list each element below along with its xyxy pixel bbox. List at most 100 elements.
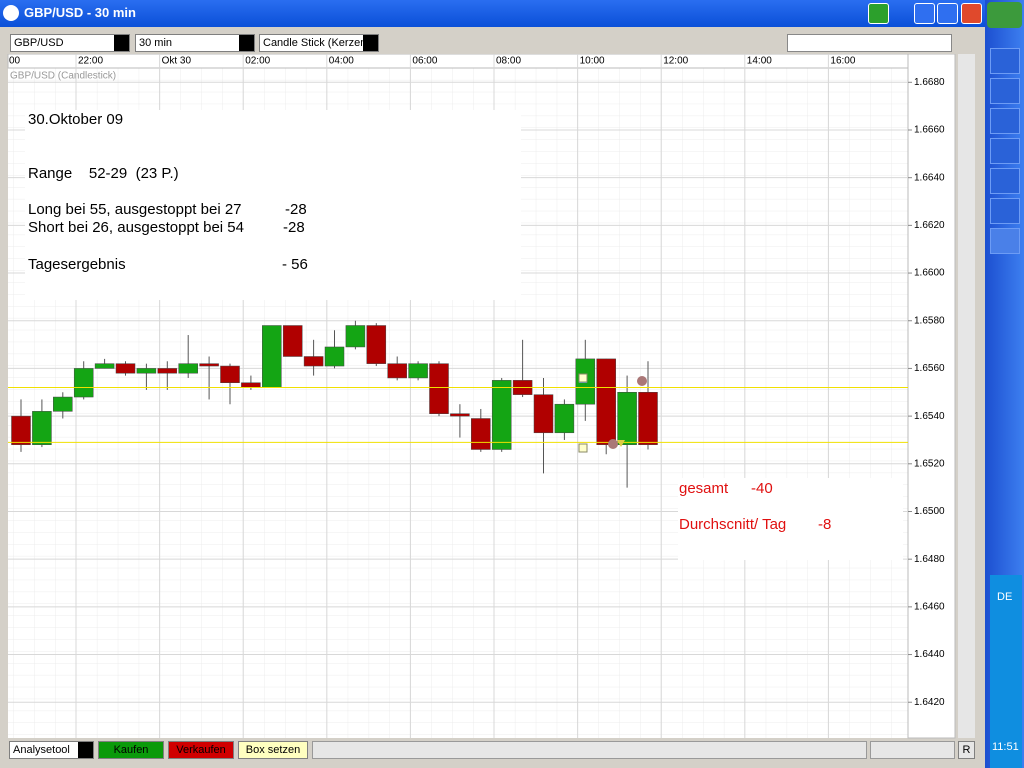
symbol-select[interactable]: GBP/USD bbox=[10, 34, 130, 52]
task-item[interactable] bbox=[990, 168, 1020, 194]
start-button[interactable] bbox=[987, 2, 1022, 28]
candle-body bbox=[345, 325, 366, 348]
candle-body bbox=[32, 411, 52, 445]
candle-body bbox=[429, 363, 449, 414]
task-item[interactable] bbox=[990, 78, 1020, 104]
x-tick-label: 06:00 bbox=[412, 56, 437, 67]
candle-body bbox=[324, 346, 345, 367]
close-button[interactable] bbox=[961, 3, 982, 24]
y-tick-label: 1.6560 bbox=[914, 363, 945, 374]
x-tick-label: 10:00 bbox=[580, 56, 605, 67]
candle-body bbox=[617, 392, 637, 445]
time-axis bbox=[7, 54, 909, 69]
restore-button[interactable] bbox=[937, 3, 958, 24]
y-tick-label: 1.6640 bbox=[914, 172, 945, 183]
note-long-result: -28 bbox=[285, 201, 307, 218]
language[interactable]: DE bbox=[997, 591, 1013, 603]
task-item[interactable] bbox=[990, 138, 1020, 164]
chart: GBP/USD (Candlestick) 1.6420 1.6440 1.6460… bbox=[7, 54, 975, 739]
y-tick-label: 1.6520 bbox=[914, 458, 945, 469]
candle-body bbox=[220, 365, 240, 383]
exit-marker bbox=[637, 376, 647, 386]
avg-label: Durchscnitt/ Tag bbox=[679, 516, 787, 533]
reset-button[interactable]: R bbox=[958, 741, 975, 759]
x-tick-label: 14:00 bbox=[747, 56, 772, 67]
candle-body bbox=[241, 382, 261, 388]
x-tick-label: Okt 30 bbox=[162, 56, 192, 67]
app-icon bbox=[3, 5, 19, 21]
window-title: GBP/USD - 30 min bbox=[0, 0, 985, 27]
candle-body bbox=[199, 363, 219, 367]
scrollbar[interactable] bbox=[958, 54, 975, 654]
y-tick-label: 1.6460 bbox=[914, 602, 945, 613]
notes-box bbox=[25, 110, 521, 300]
tray bbox=[990, 575, 1022, 768]
avg-value: -8 bbox=[818, 516, 832, 533]
tool-select[interactable]: Analysetool bbox=[9, 741, 94, 759]
candle-body bbox=[554, 403, 575, 434]
y-tick-label: 1.6600 bbox=[914, 268, 945, 279]
y-tick-label: 1.6540 bbox=[914, 411, 945, 422]
clock: 11:51 bbox=[992, 741, 1019, 753]
candle-body bbox=[638, 392, 658, 445]
candle-body bbox=[178, 363, 198, 374]
note-short-result: -28 bbox=[283, 219, 305, 236]
candle-body bbox=[94, 363, 115, 369]
sell-marker bbox=[617, 440, 625, 447]
candle-body bbox=[136, 368, 157, 374]
tool-buttons[interactable] bbox=[787, 34, 952, 52]
interval-select[interactable]: 30 min bbox=[135, 34, 255, 52]
y-tick-label: 1.6580 bbox=[914, 315, 945, 326]
task-item[interactable] bbox=[990, 108, 1020, 134]
zoom-slider[interactable] bbox=[870, 741, 955, 759]
summary-box bbox=[678, 478, 903, 560]
y-tick-label: 1.6500 bbox=[914, 506, 945, 517]
stop-marker bbox=[578, 443, 588, 453]
note-long: Long bei 55, ausgestoppt bei 27 bbox=[28, 201, 242, 218]
candle-body bbox=[408, 363, 428, 379]
note-day-result: - 56 bbox=[282, 256, 308, 273]
total-label: gesamt bbox=[679, 480, 729, 497]
y-tick-label: 1.6480 bbox=[914, 554, 945, 565]
price-axis bbox=[907, 54, 956, 739]
minimize-button[interactable] bbox=[914, 3, 935, 24]
exit-marker bbox=[608, 439, 618, 449]
candle-body bbox=[157, 368, 178, 374]
candle-body bbox=[73, 368, 94, 398]
x-tick-label: 22:00 bbox=[78, 56, 103, 67]
zoom-bar[interactable] bbox=[958, 654, 975, 738]
task-item[interactable] bbox=[990, 198, 1020, 224]
box-button[interactable]: Box setzen bbox=[238, 741, 308, 759]
style-select[interactable]: Candle Stick (Kerzen bbox=[259, 34, 379, 52]
candle-body bbox=[11, 415, 31, 445]
sell-button[interactable]: Verkaufen bbox=[168, 741, 234, 759]
candle-body bbox=[303, 356, 324, 367]
x-tick-label: 12:00 bbox=[663, 56, 688, 67]
note-short: Short bei 26, ausgestoppt bei 54 bbox=[28, 219, 244, 236]
y-tick-label: 1.6620 bbox=[914, 220, 945, 231]
candle-body bbox=[282, 325, 303, 357]
note-day-label: Tagesergebnis bbox=[28, 256, 126, 273]
x-tick-label: 02:00 bbox=[245, 56, 270, 67]
print-button[interactable] bbox=[868, 3, 889, 24]
y-tick-label: 1.6680 bbox=[914, 77, 945, 88]
candle-body bbox=[596, 358, 616, 445]
candle-body bbox=[115, 363, 136, 374]
buy-button[interactable]: Kaufen bbox=[98, 741, 164, 759]
stop-marker bbox=[578, 373, 588, 383]
x-tick-label: 16:00 bbox=[830, 56, 855, 67]
total-value: -40 bbox=[751, 480, 773, 497]
x-tick-label: 08:00 bbox=[496, 56, 521, 67]
candle-body bbox=[533, 394, 554, 434]
candle-body bbox=[471, 418, 491, 450]
note-date: 30.Oktober 09 bbox=[28, 111, 124, 128]
h-scrollbar[interactable] bbox=[312, 741, 867, 759]
candle-body bbox=[366, 325, 387, 364]
candle-body bbox=[450, 413, 470, 417]
chart-label: GBP/USD (Candlestick) bbox=[10, 71, 116, 82]
x-tick-label: 00 bbox=[9, 56, 21, 67]
candle-body bbox=[387, 363, 407, 379]
task-item[interactable] bbox=[990, 228, 1020, 254]
task-item[interactable] bbox=[990, 48, 1020, 74]
